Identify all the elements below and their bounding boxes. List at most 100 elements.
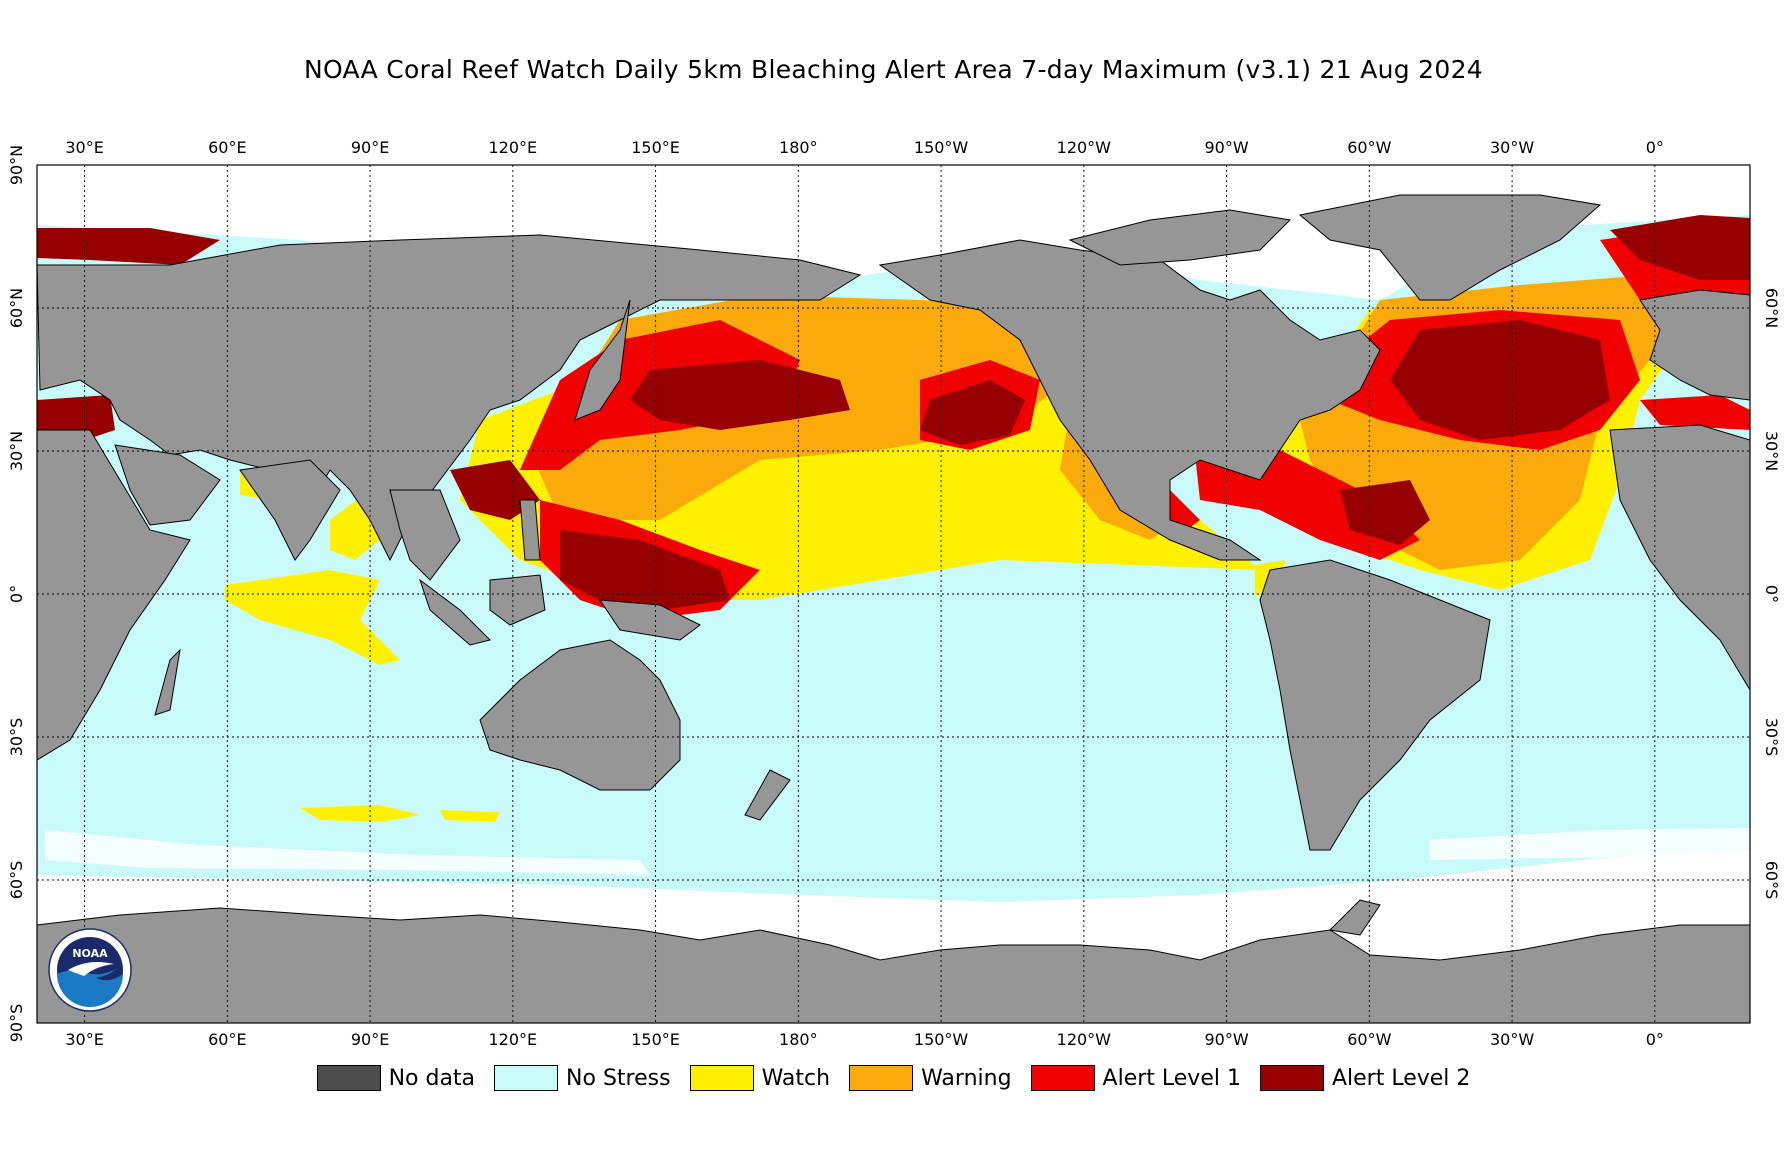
alert2-western-pacific: [560, 530, 730, 610]
land-sumatra: [419, 578, 491, 646]
alert2-barents: [37, 228, 220, 265]
bottom-lon-label: 90°W: [1204, 1030, 1248, 1049]
left-lat-label: 60°S: [7, 861, 26, 900]
legend-label: No Stress: [566, 1065, 671, 1091]
bottom-lon-label: 90°E: [351, 1030, 389, 1049]
map-title: NOAA Coral Reef Watch Daily 5km Bleachin…: [303, 55, 1483, 84]
bottom-lon-label: 60°E: [208, 1030, 246, 1049]
legend-item: Alert Level 2: [1259, 1065, 1471, 1091]
legend-item: No data: [316, 1065, 476, 1091]
land-africa-east: [37, 429, 191, 761]
southern-ice-fringe-2: [1430, 828, 1750, 860]
left-lat-label: 0°: [7, 585, 26, 603]
legend-item: No Stress: [494, 1065, 671, 1091]
alert2-caribbean: [1340, 480, 1430, 545]
land-north-america: [878, 239, 1381, 561]
right-lat-label: 30°S: [1762, 718, 1781, 757]
southern-ice-fringe: [45, 830, 650, 875]
top-lon-label: 0°: [1646, 138, 1664, 157]
bottom-lon-label: 60°W: [1347, 1030, 1391, 1049]
land-arabia: [114, 444, 221, 526]
legend-label: Alert Level 1: [1102, 1065, 1241, 1091]
top-lon-label: 120°W: [1057, 138, 1112, 157]
bottom-lon-label: 150°W: [914, 1030, 969, 1049]
top-lon-label: 60°W: [1347, 138, 1391, 157]
land-antarctica: [37, 907, 1750, 1023]
watch-southern-speckles: [300, 805, 500, 822]
right-lat-labels: 60°N 30°N 0° 30°S 60°S: [1762, 288, 1781, 899]
land-canadian-archipelago: [1068, 209, 1292, 266]
legend-swatch: [494, 1065, 559, 1091]
bottom-lon-label: 30°E: [65, 1030, 103, 1049]
noaa-logo: NOAA: [48, 928, 132, 1012]
alert2-north-atlantic-core: [1390, 320, 1610, 440]
bottom-lon-label: 120°W: [1057, 1030, 1112, 1049]
land-madagascar: [154, 648, 181, 716]
map-frame: [36, 164, 1751, 1024]
bottom-lon-label: 0°: [1646, 1030, 1664, 1049]
top-lon-label: 150°W: [914, 138, 969, 157]
legend-swatch: [689, 1065, 754, 1091]
top-lon-label: 60°E: [208, 138, 246, 157]
right-lat-label: 60°S: [1762, 861, 1781, 900]
land-borneo: [489, 574, 546, 626]
bottom-lon-label: 120°E: [489, 1030, 538, 1049]
land-west-africa: [1609, 424, 1750, 691]
alert2-ne-pacific: [920, 380, 1025, 445]
land-new-guinea: [599, 599, 701, 641]
alert2-nordic: [1610, 215, 1750, 280]
top-lon-label: 180°: [779, 138, 818, 157]
legend-swatch: [849, 1065, 914, 1091]
legend-swatch: [1030, 1065, 1095, 1091]
right-lat-label: 30°N: [1762, 431, 1781, 471]
land-masses: [37, 194, 1750, 1023]
legend: No data No Stress Watch Warning Alert Level …: [0, 1062, 1787, 1094]
legend-item: Watch: [689, 1065, 831, 1091]
noaa-logo-text: NOAA: [72, 947, 108, 960]
bottom-lon-label: 30°W: [1490, 1030, 1534, 1049]
bottom-lon-label: 180°: [779, 1030, 818, 1049]
alert2-north-pacific-core: [630, 360, 850, 430]
land-australia: [479, 639, 681, 791]
top-lon-label: 30°W: [1490, 138, 1534, 157]
land-india: [239, 459, 341, 561]
top-lon-label: 90°E: [351, 138, 389, 157]
left-lat-label: 90°S: [7, 1004, 26, 1043]
left-lat-label: 30°S: [7, 718, 26, 757]
land-japan: [574, 299, 631, 421]
bottom-lon-labels: 30°E 60°E 90°E 120°E 150°E 180° 150°W 120°W 90°W…: [65, 1030, 1664, 1049]
land-antarctic-peninsula: [1328, 899, 1381, 936]
left-lat-label: 60°N: [7, 288, 26, 328]
right-lat-label: 60°N: [1762, 288, 1781, 328]
left-lat-label: 90°N: [7, 145, 26, 185]
land-indochina: [389, 489, 461, 581]
land-eurasia: [37, 234, 862, 562]
land-new-zealand: [744, 769, 791, 821]
left-lat-labels: 90°N 60°N 30°N 0° 30°S 60°S 90°S: [7, 145, 26, 1042]
graticule: [37, 165, 1750, 1023]
alert1-mediterranean: [1640, 395, 1750, 430]
land-europe-west: [1639, 289, 1750, 401]
arctic-ice: [37, 165, 1750, 300]
legend-label: Warning: [921, 1065, 1012, 1091]
legend-label: No data: [388, 1065, 476, 1091]
top-lon-label: 30°E: [65, 138, 103, 157]
legend-label: Alert Level 2: [1331, 1065, 1471, 1091]
right-lat-label: 0°: [1762, 585, 1781, 603]
legend-label: Watch: [761, 1065, 831, 1091]
top-lon-label: 120°E: [489, 138, 538, 157]
land-greenland: [1298, 194, 1602, 301]
land-south-america: [1259, 559, 1491, 851]
left-lat-label: 30°N: [7, 431, 26, 471]
top-lon-labels: 30°E 60°E 90°E 120°E 150°E 180° 150°W 120°W 90°W…: [65, 138, 1664, 157]
legend-swatch: [316, 1065, 381, 1091]
legend-swatch: [1259, 1065, 1324, 1091]
legend-item: Warning: [849, 1065, 1012, 1091]
legend-item: Alert Level 1: [1030, 1065, 1241, 1091]
top-lon-label: 90°W: [1204, 138, 1248, 157]
alert2-china-seas: [450, 460, 540, 520]
land-philippines: [519, 499, 541, 561]
top-lon-label: 150°E: [631, 138, 680, 157]
bottom-lon-label: 150°E: [631, 1030, 680, 1049]
